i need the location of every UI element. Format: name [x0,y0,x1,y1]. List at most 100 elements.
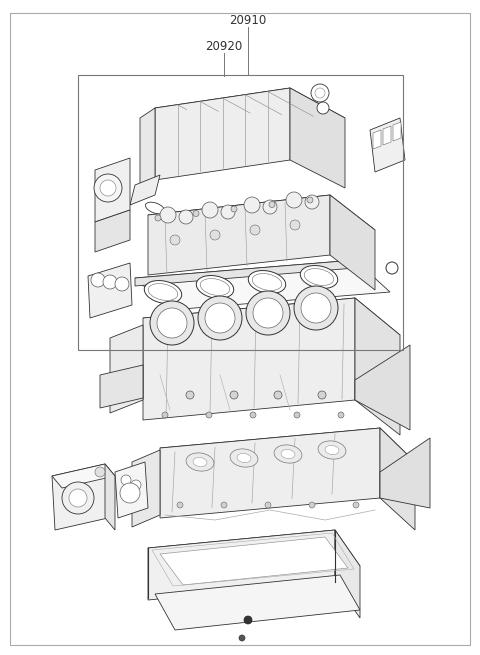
Polygon shape [140,108,155,190]
Circle shape [186,391,194,399]
Polygon shape [143,298,400,355]
Circle shape [239,635,245,641]
Polygon shape [155,88,345,138]
Circle shape [221,502,227,508]
Ellipse shape [196,276,234,299]
Polygon shape [130,175,160,205]
Circle shape [231,206,237,212]
Ellipse shape [148,284,178,301]
Text: 20910: 20910 [229,14,266,26]
Ellipse shape [145,202,165,214]
Polygon shape [132,450,160,527]
Ellipse shape [237,453,251,462]
Ellipse shape [300,265,338,288]
Circle shape [338,412,344,418]
Circle shape [253,298,283,328]
Circle shape [205,303,235,333]
Polygon shape [135,260,390,310]
Circle shape [265,502,271,508]
Polygon shape [148,530,335,600]
Circle shape [286,192,302,208]
Circle shape [150,301,194,345]
Circle shape [198,296,242,340]
Bar [78,75,403,350]
Circle shape [131,480,141,490]
Circle shape [120,483,140,503]
Circle shape [69,489,87,507]
Polygon shape [110,325,143,413]
Circle shape [160,207,176,223]
Circle shape [62,482,94,514]
Polygon shape [52,464,115,488]
Polygon shape [330,195,375,290]
Circle shape [250,412,256,418]
Circle shape [246,291,290,335]
Circle shape [193,210,199,217]
Polygon shape [355,345,410,430]
Circle shape [263,200,277,214]
Circle shape [91,273,105,287]
Polygon shape [335,530,360,618]
Ellipse shape [281,449,295,458]
Circle shape [311,84,329,102]
Ellipse shape [318,441,346,459]
Circle shape [244,616,252,624]
Polygon shape [380,428,415,530]
Polygon shape [148,195,330,275]
Circle shape [121,475,131,485]
Circle shape [115,277,129,291]
Circle shape [206,412,212,418]
Polygon shape [383,126,391,145]
Polygon shape [135,260,355,286]
Circle shape [95,467,105,477]
Polygon shape [52,464,108,530]
Polygon shape [95,158,130,222]
Circle shape [305,195,319,209]
Ellipse shape [274,445,302,463]
Ellipse shape [186,453,214,471]
Circle shape [155,215,161,221]
Circle shape [230,391,238,399]
Circle shape [179,210,193,224]
Circle shape [318,391,326,399]
Polygon shape [105,464,115,530]
Polygon shape [160,537,348,585]
Ellipse shape [193,457,207,466]
Circle shape [353,502,359,508]
Circle shape [162,412,168,418]
Circle shape [221,205,235,219]
Polygon shape [380,438,430,508]
Circle shape [94,174,122,202]
Polygon shape [355,298,400,435]
Circle shape [301,293,331,323]
Polygon shape [160,428,415,482]
Circle shape [307,197,313,203]
Circle shape [170,235,180,245]
Circle shape [210,230,220,240]
Ellipse shape [248,271,286,293]
Circle shape [294,412,300,418]
Polygon shape [88,263,132,318]
Ellipse shape [252,274,282,290]
Polygon shape [100,365,143,408]
Ellipse shape [200,278,230,295]
Circle shape [290,220,300,230]
Ellipse shape [325,445,339,455]
Polygon shape [370,118,405,172]
Circle shape [100,180,116,196]
Circle shape [294,286,338,330]
Ellipse shape [144,280,182,303]
Circle shape [244,197,260,213]
Circle shape [103,275,117,289]
Ellipse shape [230,449,258,467]
Circle shape [202,202,218,218]
Circle shape [269,202,275,208]
Polygon shape [393,122,401,141]
Polygon shape [148,530,360,584]
Circle shape [315,88,325,98]
Polygon shape [115,462,148,518]
Polygon shape [148,195,375,250]
Polygon shape [290,88,345,188]
Circle shape [250,225,260,235]
Ellipse shape [304,269,334,286]
